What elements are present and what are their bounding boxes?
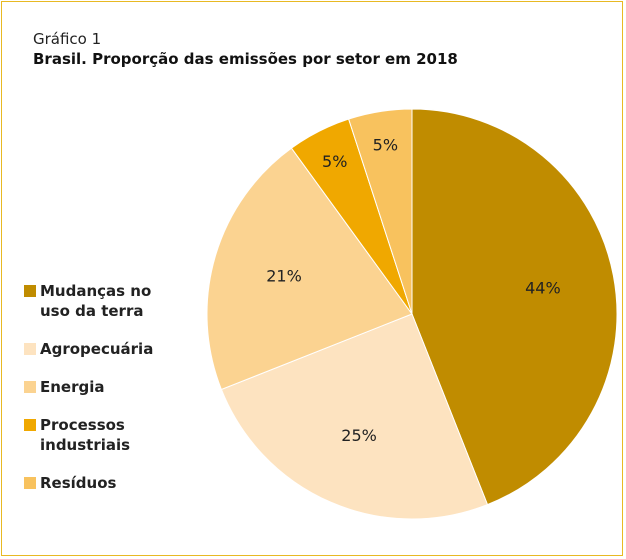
legend-swatch — [24, 419, 36, 431]
data-label: 5% — [322, 152, 347, 171]
pie-slice — [348, 108, 413, 315]
data-label: 5% — [373, 135, 398, 154]
legend-swatch — [24, 285, 36, 297]
legend-label: Agropecuária — [40, 340, 154, 358]
chart-title: Gráfico 1 — [33, 30, 102, 48]
legend-label: Resíduos — [40, 474, 117, 492]
legend-item: Resíduos — [24, 473, 184, 493]
legend-item: Processos industriais — [24, 415, 184, 455]
legend-label: Energia — [40, 378, 105, 396]
data-label: 21% — [266, 266, 302, 285]
legend-item: Energia — [24, 377, 184, 397]
pie-slice — [206, 147, 413, 391]
chart-subtitle: Brasil. Proporção das emissões por setor… — [33, 50, 458, 68]
data-label: 25% — [341, 426, 377, 445]
legend-item: Agropecuária — [24, 339, 184, 359]
legend: Mudanças no uso da terra Agropecuária Ener… — [24, 281, 184, 493]
legend-label: Processos industriais — [40, 416, 131, 454]
pie-slice — [411, 108, 618, 506]
legend-swatch — [24, 477, 36, 489]
pie-slice — [220, 313, 489, 520]
legend-label: Mudanças no uso da terra — [40, 282, 152, 320]
legend-swatch — [24, 381, 36, 393]
legend-item: Mudanças no uso da terra — [24, 281, 184, 321]
data-label: 44% — [525, 279, 561, 298]
legend-swatch — [24, 343, 36, 355]
